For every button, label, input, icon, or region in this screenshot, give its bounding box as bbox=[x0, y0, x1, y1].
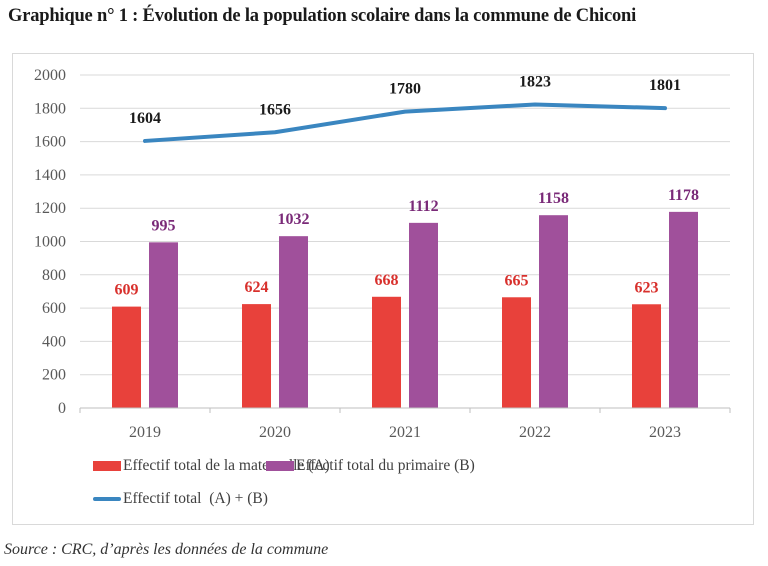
data-label-primaire: 1112 bbox=[408, 198, 438, 215]
bar-maternelle bbox=[502, 297, 531, 408]
y-tick-label: 2000 bbox=[34, 67, 66, 84]
y-tick-label: 600 bbox=[42, 300, 66, 317]
x-tick-label: 2021 bbox=[389, 424, 421, 441]
data-label-maternelle: 665 bbox=[505, 272, 529, 289]
y-tick-label: 0 bbox=[58, 400, 66, 417]
line-total bbox=[143, 102, 667, 143]
x-tick-label: 2023 bbox=[649, 424, 681, 441]
bar-primaire bbox=[149, 242, 178, 408]
y-tick-label: 1800 bbox=[34, 100, 66, 117]
source-note: Source : CRC, d’après les données de la … bbox=[4, 541, 329, 558]
bar-primaire bbox=[669, 211, 698, 408]
data-label-maternelle: 668 bbox=[375, 272, 399, 289]
y-tick-label: 1400 bbox=[34, 167, 66, 184]
y-tick-label: 1600 bbox=[34, 134, 66, 151]
data-label-total: 1823 bbox=[519, 73, 551, 90]
legend-swatch-total bbox=[93, 497, 121, 501]
data-label-primaire: 995 bbox=[152, 217, 176, 234]
bar-primaire bbox=[279, 236, 308, 408]
data-label-maternelle: 624 bbox=[245, 279, 269, 296]
legend-swatch-primaire bbox=[266, 461, 294, 471]
x-tick-label: 2020 bbox=[259, 424, 291, 441]
legend-item-primaire: Effectif total du primaire (B) bbox=[266, 457, 475, 475]
y-tick-label: 800 bbox=[42, 267, 66, 284]
data-label-total: 1604 bbox=[129, 110, 161, 127]
bar-maternelle bbox=[632, 304, 661, 408]
legend-item-total: Effectif total (A) + (B) bbox=[93, 490, 268, 508]
data-label-primaire: 1158 bbox=[538, 190, 569, 207]
y-tick-label: 400 bbox=[42, 333, 66, 350]
chart-frame bbox=[12, 53, 754, 525]
bar-maternelle bbox=[112, 306, 141, 408]
bar-maternelle bbox=[372, 296, 401, 408]
legend-swatch-maternelle bbox=[93, 461, 121, 471]
data-label-primaire: 1178 bbox=[668, 187, 699, 204]
data-label-maternelle: 609 bbox=[115, 282, 139, 299]
legend-label-primaire: Effectif total du primaire (B) bbox=[296, 457, 475, 474]
bar-maternelle bbox=[242, 304, 271, 408]
bar-primaire bbox=[539, 215, 568, 408]
data-label-maternelle: 623 bbox=[635, 279, 659, 296]
x-tick-label: 2022 bbox=[519, 424, 551, 441]
y-tick-label: 1000 bbox=[34, 234, 66, 251]
data-label-primaire: 1032 bbox=[278, 211, 310, 228]
bar-primaire bbox=[409, 222, 438, 408]
chart-title: Graphique n° 1 : Évolution de la populat… bbox=[8, 6, 637, 26]
y-tick-label: 200 bbox=[42, 367, 66, 384]
x-tick-label: 2019 bbox=[129, 424, 161, 441]
data-label-total: 1656 bbox=[259, 101, 291, 118]
y-tick-label: 1200 bbox=[34, 200, 66, 217]
data-label-total: 1801 bbox=[649, 77, 681, 94]
legend-label-total: Effectif total (A) + (B) bbox=[123, 490, 268, 507]
data-label-total: 1780 bbox=[389, 81, 421, 98]
